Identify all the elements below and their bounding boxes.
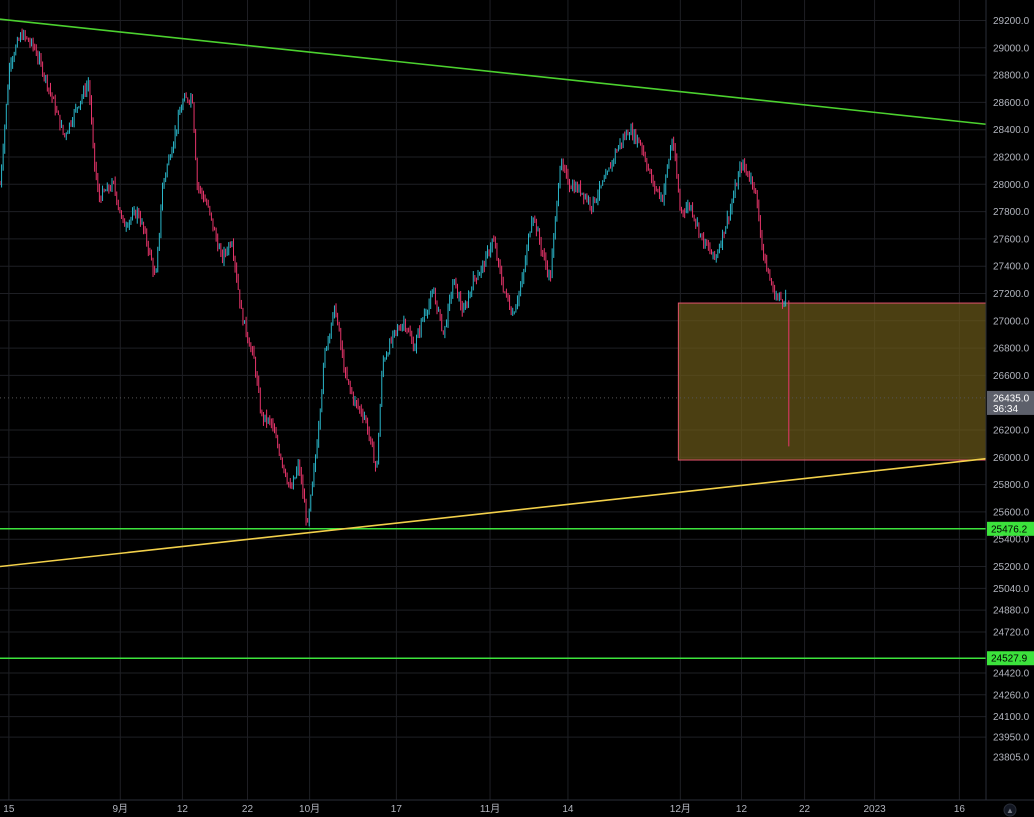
time-axis-panel[interactable] [0,800,1034,817]
price-tick-label: 24720.0 [993,628,1030,639]
time-tick-label: 14 [562,804,574,815]
price-tick-label: 24260.0 [993,690,1030,701]
chevron-up-icon: ▲ [1006,806,1014,815]
price-tick-label: 26800.0 [993,344,1030,355]
grid-lines [0,0,986,800]
price-tick-label: 26600.0 [993,371,1030,382]
level-price-tag-text: 25476.2 [991,524,1028,535]
current-price-text: 26435.0 [993,393,1030,404]
price-tick-label: 27800.0 [993,207,1030,218]
time-tick-label: 9月 [113,803,129,815]
price-tick-label: 28400.0 [993,125,1030,136]
countdown-text: 36:34 [993,404,1018,415]
price-tick-label: 27400.0 [993,262,1030,273]
time-tick-label: 12 [177,804,189,815]
time-tick-label: 10月 [299,803,320,815]
target-zone [0,302,987,461]
scroll-to-top-button[interactable]: ▲ [1003,803,1017,817]
price-tick-label: 27200.0 [993,289,1030,300]
price-tick-label: 25040.0 [993,584,1030,595]
price-tick-label: 25800.0 [993,480,1030,491]
support-trendline[interactable] [0,457,987,568]
level-price-tag [987,521,1034,536]
price-tick-label: 24100.0 [993,712,1030,723]
price-tick-label: 25200.0 [993,562,1030,573]
horizontal-levels[interactable] [0,528,986,659]
time-tick-label: 11月 [480,803,500,815]
time-tick-label: 15 [3,804,15,815]
candle-series [0,28,790,527]
price-tick-label: 28600.0 [993,98,1030,109]
price-tick-label: 29000.0 [993,43,1030,54]
trendlines[interactable] [0,18,987,568]
price-tick-label: 26000.0 [993,453,1030,464]
price-tick-label: 23950.0 [993,733,1030,744]
price-tick-label: 24420.0 [993,668,1030,679]
time-tick-label: 16 [954,804,966,815]
time-tick-label: 12 [736,804,748,815]
current-price-tag [987,390,1034,415]
price-tick-label: 26200.0 [993,426,1030,437]
time-tick-label: 2023 [863,804,886,815]
price-tick-label: 28000.0 [993,180,1030,191]
price-tick-label: 28800.0 [993,71,1030,82]
time-tick-label: 12月 [670,803,691,815]
time-tick-label: 17 [391,804,403,815]
price-tags: 25476.2 24527.9 26435.036:34 [987,390,1034,666]
time-tick-label: 22 [242,804,254,815]
price-tick-label: 24880.0 [993,606,1030,617]
time-tick-label: 22 [799,804,811,815]
zone-rectangle[interactable] [677,302,987,461]
resistance-trendline[interactable] [0,18,987,126]
level-price-tag [987,651,1034,666]
time-axis-labels: 15 9月 12 22 10月 17 11月 14 12月 12 22 2023 16 [3,803,965,815]
price-tick-label: 25400.0 [993,535,1030,546]
price-tick-label: 27000.0 [993,316,1030,327]
level-price-tag-text: 24527.9 [991,654,1028,665]
price-tick-label: 25600.0 [993,507,1030,518]
price-tick-label: 28200.0 [993,153,1030,164]
price-tick-label: 27600.0 [993,234,1030,245]
price-tick-label: 29200.0 [993,16,1030,27]
price-axis-labels: 29400.029200.029000.028800.028600.028400… [993,16,1030,763]
price-tick-label: 23805.0 [993,752,1030,763]
